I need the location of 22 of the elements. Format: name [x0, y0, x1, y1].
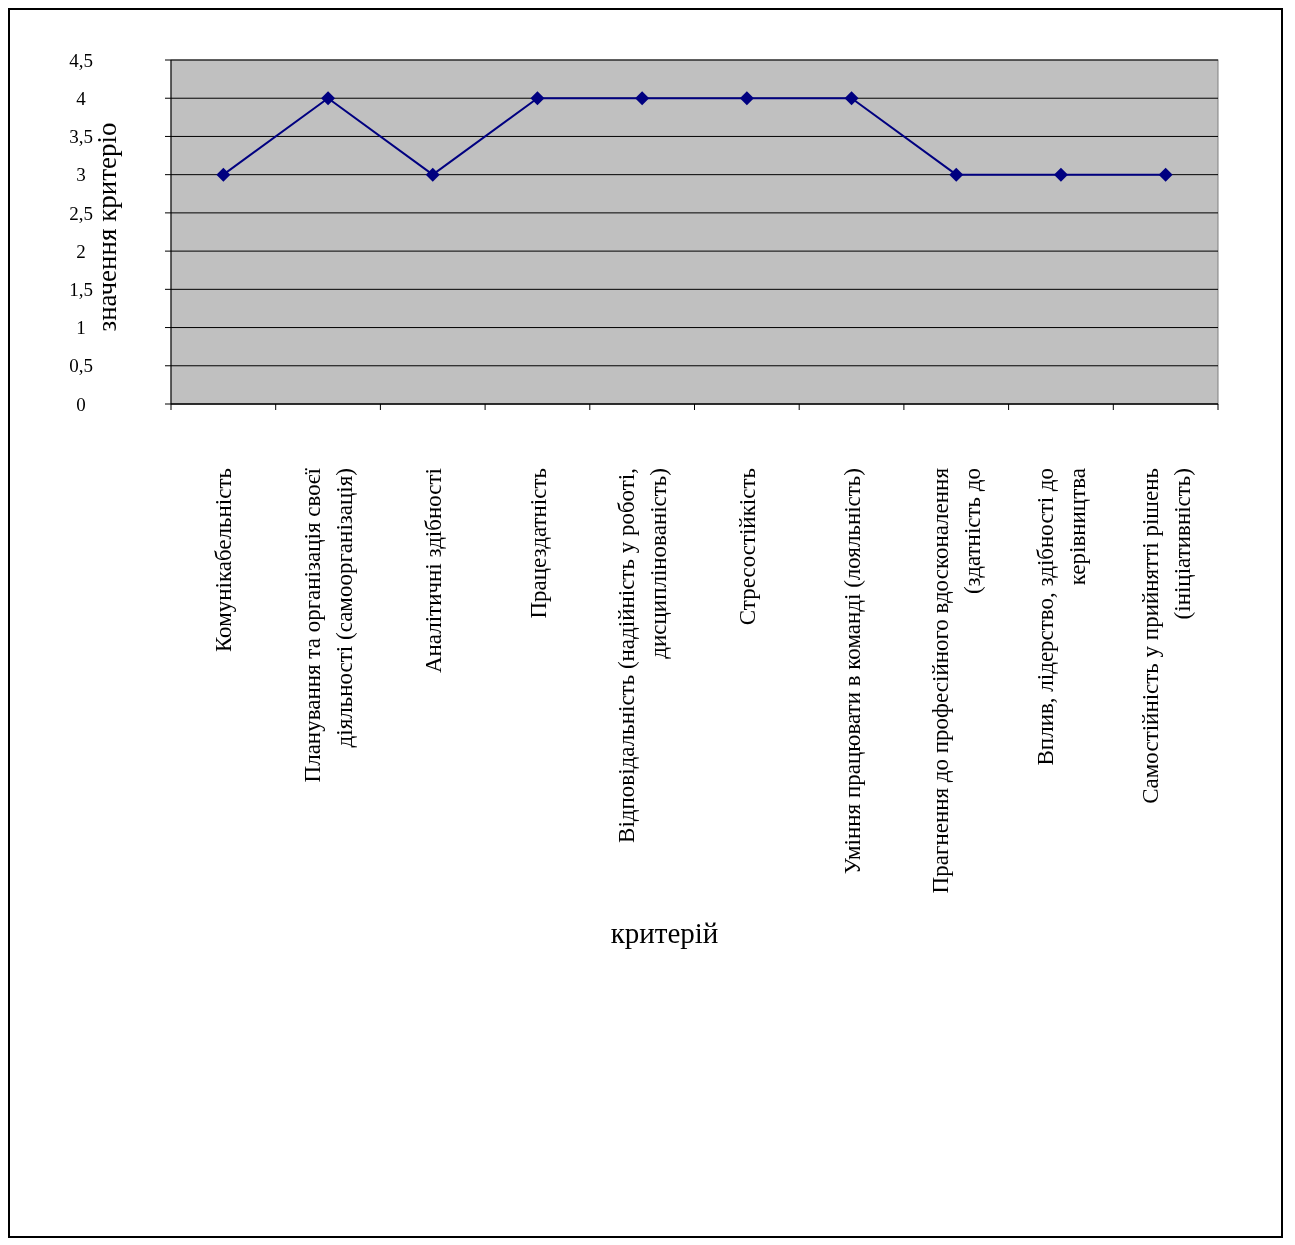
x-tick-label: Уміння працювати в команді (лояльність) [839, 468, 865, 875]
y-tick-label: 2 [76, 240, 86, 262]
x-tick-label: Прагнення до професійного вдосконалення (здатність до [928, 467, 986, 894]
y-tick-label: 1,5 [69, 278, 93, 300]
x-axis-title: критерій [610, 917, 719, 949]
y-tick-label: 2,5 [69, 202, 93, 224]
x-tick-label: Самостійність у прийнятті рішень (ініціативність) [1137, 468, 1195, 804]
x-tick-label: Відповідальність (надійність у роботі, дисциплінованість) [614, 468, 672, 843]
y-tick-label: 4 [76, 87, 87, 109]
y-tick-label: 0 [76, 393, 86, 415]
x-tick-label: Вплив, лідерство, здібності до керівництва [1033, 468, 1090, 766]
x-tick-label: Комунікабельність [211, 468, 237, 653]
y-axis-title: значення критеріо [92, 122, 122, 332]
y-tick-label: 3 [76, 164, 86, 186]
x-tick-label: Стресостійкість [734, 468, 760, 626]
x-tick-label: Аналітичні здібності [420, 468, 446, 674]
y-tick-label: 1 [76, 317, 86, 339]
y-tick-label: 4,5 [69, 49, 93, 71]
y-tick-label: 3,5 [69, 126, 93, 148]
x-tick-label: Працездатність [525, 468, 551, 619]
x-tick-label: Планування та організація своєї діяльності (самоорганізація) [300, 467, 358, 783]
y-tick-label: 0,5 [69, 355, 93, 377]
